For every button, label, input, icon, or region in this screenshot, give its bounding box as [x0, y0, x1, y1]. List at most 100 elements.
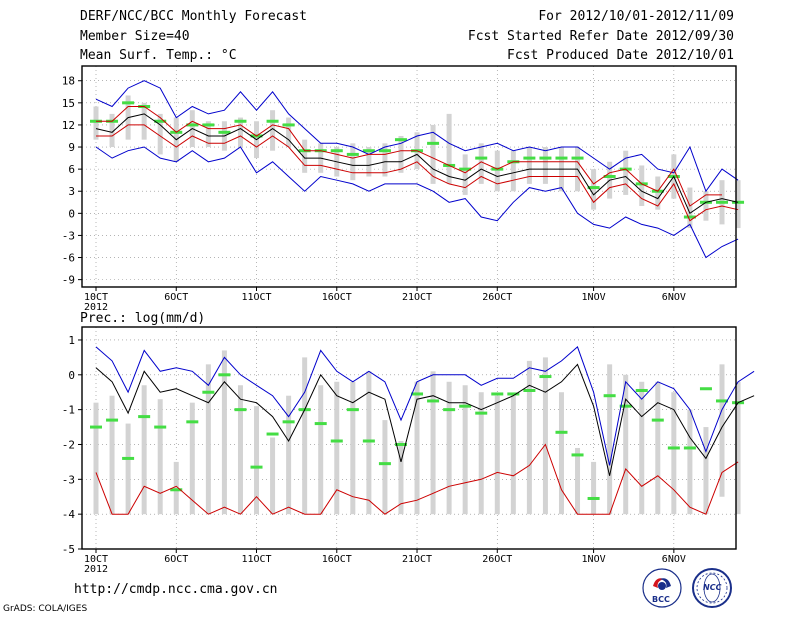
- prec-median-mark: [683, 446, 696, 450]
- prec-spread-bar: [109, 395, 115, 515]
- prec-spread-bar: [462, 385, 468, 515]
- prec-spread-bar: [350, 381, 356, 515]
- prec-xtick-label: 10CT: [84, 554, 108, 565]
- prec-spread-bar: [93, 402, 99, 515]
- prec-median-mark: [122, 456, 135, 460]
- prec-spread-bar: [157, 399, 163, 515]
- temp-spread-bar: [591, 169, 597, 210]
- temp-spread-bar: [703, 191, 709, 221]
- temp-xtick-label: 6OCT: [164, 292, 188, 303]
- temp-median-mark: [603, 175, 616, 178]
- prec-spread-bar: [414, 381, 420, 515]
- prec-median-mark: [555, 430, 568, 434]
- temp-spread-bar: [382, 143, 388, 177]
- temp-median-mark: [154, 119, 167, 123]
- temp-median-mark: [716, 200, 728, 204]
- temp-series-mean: [95, 113, 739, 215]
- ncc-logo-icon: [692, 568, 732, 608]
- variable-label: Mean Surf. Temp.: °C: [80, 48, 237, 63]
- temp-spread-bar: [478, 143, 484, 184]
- prec-median-mark: [603, 394, 616, 398]
- temp-median-mark: [122, 101, 135, 105]
- temp-median-mark: [346, 152, 359, 156]
- prec-median-mark: [491, 392, 504, 396]
- temp-spread-bar: [157, 113, 163, 155]
- temp-median-mark: [587, 186, 600, 190]
- prec-spread-bar: [125, 423, 131, 515]
- ncc-logo-text: NCC: [703, 583, 722, 592]
- prec-spread-bar: [141, 385, 147, 515]
- prec-spread-bar: [542, 357, 548, 515]
- prec-median-mark: [411, 392, 424, 396]
- prec-spread-bar: [205, 364, 211, 515]
- temp-ytick-label: 18: [62, 75, 75, 88]
- temp-xtick-label: 16OCT: [322, 292, 352, 303]
- source-url[interactable]: http://cmdp.ncc.cma.gov.cn: [74, 582, 278, 597]
- prec-spread-bar: [237, 385, 243, 515]
- prec-median-mark: [443, 408, 456, 412]
- prec-xtick-label: 26OCT: [482, 554, 512, 565]
- prec-median-mark: [138, 415, 151, 419]
- temp-xtick-label: 21OCT: [402, 292, 432, 303]
- prec-ytick-label: 1: [68, 334, 75, 347]
- prec-median-mark: [346, 408, 359, 412]
- temp-median-mark: [683, 215, 696, 219]
- bcc-logo-icon: [642, 568, 682, 608]
- prec-median-mark: [539, 375, 552, 379]
- temp-ytick-label: 15: [62, 97, 75, 110]
- bcc-logo: BCC: [642, 568, 682, 608]
- prec-median-mark: [427, 399, 440, 403]
- prec-median-mark: [523, 388, 536, 392]
- prec-title: Prec.: log(mm/d): [80, 311, 205, 326]
- temp-median-mark: [378, 149, 391, 153]
- temp-median-mark: [186, 123, 199, 127]
- prec-spread-bar: [270, 437, 276, 515]
- temp-ytick-label: 0: [68, 207, 75, 220]
- prec-spread-bar: [719, 364, 725, 497]
- prec-median-mark: [507, 392, 520, 396]
- prec-spread-bar: [366, 371, 372, 515]
- prec-spread-bar: [189, 402, 195, 515]
- temp-spread-bar: [366, 147, 372, 177]
- prec-spread-bar: [735, 381, 741, 515]
- prec-spread-bar: [591, 461, 597, 515]
- prec-median-mark: [716, 399, 728, 403]
- prec-ytick-label: -4: [62, 508, 76, 521]
- prec-ytick-label: -2: [62, 438, 75, 451]
- temp-xtick-sublabel: 2012: [84, 302, 108, 313]
- prec-plot-area: [82, 327, 736, 549]
- temp-spread-bar: [302, 139, 308, 173]
- temp-plot-area: [82, 66, 736, 287]
- temp-spread-bar: [542, 147, 548, 184]
- prec-spread-bar: [430, 371, 436, 515]
- prec-spread-bar: [398, 441, 404, 515]
- temp-median-mark: [475, 156, 488, 160]
- temp-xtick-label: 6NOV: [662, 292, 686, 303]
- prec-xtick-label: 16OCT: [322, 554, 352, 565]
- prec-xtick-label: 6NOV: [662, 554, 686, 565]
- temp-spread-bar: [494, 150, 500, 192]
- prec-median-mark: [234, 408, 247, 412]
- prec-spread-bar: [494, 395, 500, 515]
- prec-median-mark: [106, 418, 119, 422]
- temp-spread-bar: [639, 165, 645, 206]
- temp-median-mark: [282, 123, 295, 127]
- temp-median-mark: [330, 149, 343, 153]
- prec-spread-bar: [478, 392, 484, 515]
- prec-frame: [81, 326, 737, 550]
- prec-spread-bar: [221, 350, 227, 515]
- prec-median-mark: [330, 439, 343, 443]
- temp-ytick-label: -3: [62, 229, 75, 242]
- prec-spread-bar: [334, 381, 340, 515]
- forecast-period: For 2012/10/01-2012/11/09: [538, 9, 734, 24]
- temp-ytick-label: -9: [62, 274, 75, 287]
- prec-series-mean: [95, 363, 755, 476]
- temp-spread-bar: [655, 176, 661, 210]
- prec-xtick-label: 1NOV: [582, 554, 606, 565]
- temp-ytick-label: 6: [68, 163, 75, 176]
- prec-spread-bar: [558, 392, 564, 515]
- temp-spread-bar: [735, 180, 741, 229]
- temp-frame: [81, 65, 737, 288]
- bcc-logo-text: BCC: [652, 595, 670, 604]
